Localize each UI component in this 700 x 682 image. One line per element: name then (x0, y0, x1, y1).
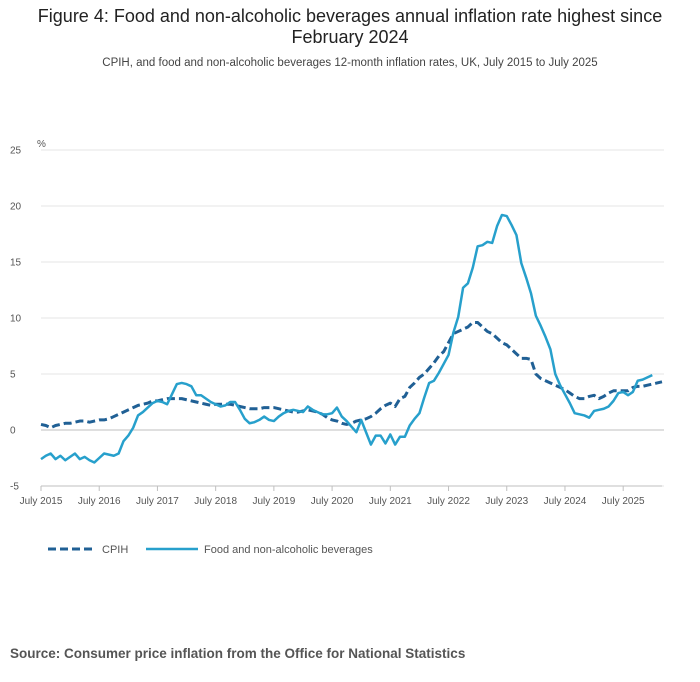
x-tick-label: July 2020 (311, 496, 354, 507)
legend-label-cpih: CPIH (102, 544, 128, 556)
y-tick-label: 15 (10, 258, 22, 269)
series-line-cpih (40, 320, 663, 430)
gridlines (41, 149, 664, 487)
x-tick-label: July 2021 (369, 496, 412, 507)
x-tick-label: July 2015 (20, 496, 63, 507)
source-note: Source: Consumer price inflation from th… (10, 646, 466, 661)
series-lines (40, 213, 663, 464)
y-tick-label: 25 (10, 146, 22, 157)
chart-title: Figure 4: Food and non-alcoholic beverag… (37, 6, 663, 47)
y-tick-label: 20 (10, 202, 22, 213)
x-tick-label: July 2024 (544, 496, 587, 507)
y-tick-label: 10 (10, 314, 22, 325)
chart-subtitle: CPIH, and food and non-alcoholic beverag… (102, 57, 598, 69)
x-tick-label: July 2022 (427, 496, 470, 507)
legend-label-food: Food and non-alcoholic beverages (204, 544, 373, 556)
x-tick-label: July 2018 (194, 496, 237, 507)
y-axis: 25 20 15 10 5 0 -5% (10, 139, 46, 493)
series-line-food (40, 213, 653, 464)
y-tick-label: 5 (10, 370, 16, 381)
y-tick-label: 0 (10, 426, 16, 437)
x-tick-label: July 2016 (78, 496, 121, 507)
x-tick-label: July 2023 (485, 496, 528, 507)
x-tick-label: July 2019 (252, 496, 295, 507)
x-tick-label: July 2025 (602, 496, 645, 507)
y-tick-label: -5 (10, 482, 19, 493)
x-axis: July 2015 July 2016 July 2017 July 2018 July… (20, 485, 662, 507)
legend: CPIH Food and non-alcoholic beverages (48, 544, 373, 556)
x-tick-label: July 2017 (136, 496, 179, 507)
y-axis-label: % (37, 139, 46, 150)
